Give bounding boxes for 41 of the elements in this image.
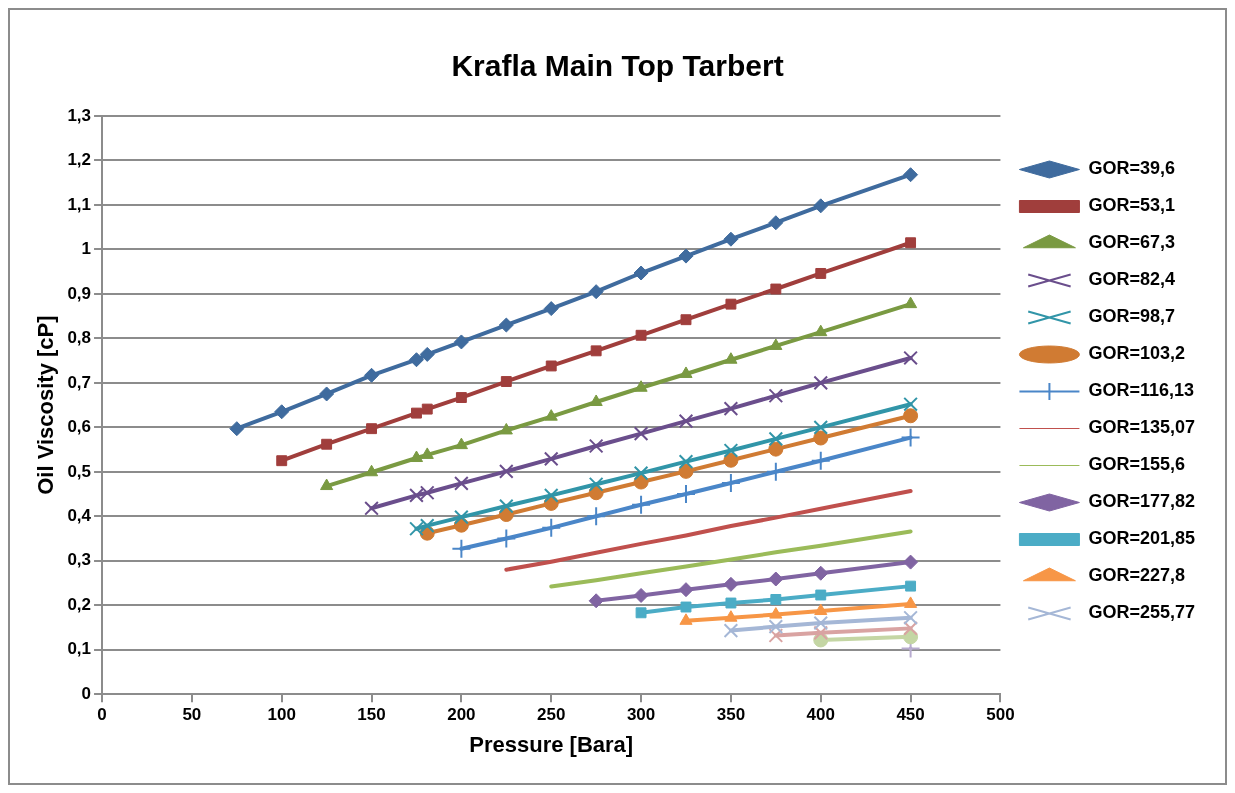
legend-label: GOR=103,2: [1088, 343, 1185, 364]
x-tick-label: 50: [182, 705, 202, 725]
y-tick-label: 0,2: [67, 594, 92, 614]
y-tick-label: 0,8: [67, 328, 92, 348]
y-tick-label: 1: [81, 239, 92, 259]
x-tick-label: 150: [357, 705, 386, 725]
legend-label: GOR=82,4: [1088, 269, 1175, 290]
y-tick-label: 1,2: [67, 150, 92, 170]
y-tick-label: 1,1: [67, 194, 92, 214]
x-tick-label: 450: [896, 705, 925, 725]
y-tick-label: 0,7: [67, 372, 92, 392]
x-tick-label: 0: [97, 705, 107, 725]
x-tick-label: 500: [986, 705, 1015, 725]
y-tick-label: 0,9: [67, 283, 92, 303]
x-tick-label: 350: [716, 705, 746, 725]
legend-label: GOR=155,6: [1088, 454, 1185, 475]
legend-label: GOR=116,13: [1088, 380, 1195, 401]
x-tick-label: 400: [806, 705, 835, 725]
legend-label: GOR=255,77: [1088, 602, 1196, 623]
y-tick-label: 0: [81, 683, 92, 703]
chart-title: Krafla Main Top Tarbert: [451, 49, 784, 83]
x-tick-label: 200: [447, 705, 476, 725]
legend-label: GOR=39,6: [1088, 158, 1175, 179]
y-tick-label: 0,4: [67, 505, 92, 525]
legend-label: GOR=98,7: [1088, 306, 1175, 327]
legend-label: GOR=53,1: [1088, 195, 1175, 216]
legend-label: GOR=201,85: [1088, 528, 1196, 549]
y-tick-label: 0,5: [67, 461, 92, 481]
y-tick-label: 0,6: [67, 417, 92, 437]
y-tick-label: 1,3: [67, 105, 92, 125]
x-axis-title: Pressure [Bara]: [469, 731, 634, 757]
legend-label: GOR=177,82: [1088, 491, 1196, 512]
y-tick-label: 0,3: [67, 550, 92, 570]
x-tick-label: 300: [626, 705, 656, 725]
y-tick-label: 0,1: [67, 639, 92, 659]
legend-label: GOR=135,07: [1088, 417, 1196, 438]
legend-label: GOR=67,3: [1088, 232, 1175, 253]
legend-label: GOR=227,8: [1088, 565, 1185, 586]
y-axis-title: Oil Viscosity [cP]: [33, 315, 59, 495]
x-tick-label: 250: [537, 705, 566, 725]
x-tick-label: 100: [267, 705, 296, 725]
